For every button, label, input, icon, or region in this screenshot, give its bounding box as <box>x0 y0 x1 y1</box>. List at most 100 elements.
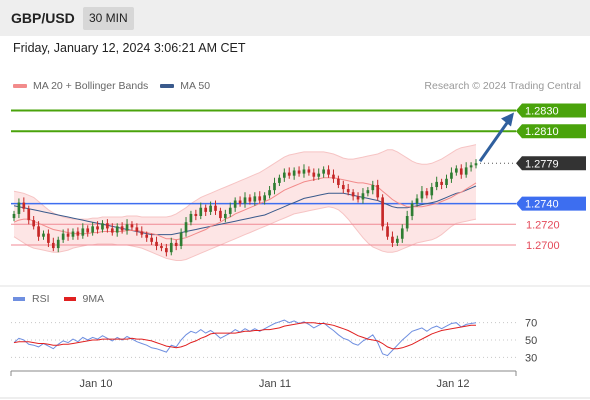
candle-body <box>263 195 266 201</box>
candle-body <box>376 184 380 198</box>
ma20-swatch <box>13 84 27 88</box>
last-price-label: 1.2779 <box>525 158 559 170</box>
candle-body <box>464 167 468 175</box>
price-legend: MA 20 + Bollinger Bands MA 50 <box>13 80 222 92</box>
candle-body <box>361 193 365 200</box>
resistance-price-label: 1.2830 <box>525 106 559 118</box>
candle-body <box>12 213 16 219</box>
candle-body <box>194 213 198 217</box>
candle-body <box>81 228 85 236</box>
candle-body <box>420 191 424 199</box>
candle-body <box>430 187 434 196</box>
candle-body <box>86 228 90 233</box>
candle-body <box>425 191 429 196</box>
interval-badge[interactable]: 30 MIN <box>83 7 134 30</box>
candle-body <box>366 190 370 194</box>
candle-body <box>248 197 252 202</box>
candle-body <box>130 224 134 228</box>
projection-arrow-shaft <box>478 120 510 163</box>
support-label: 1.2720 <box>526 219 560 231</box>
rsi-swatch <box>13 297 25 301</box>
pivot-price-tag <box>516 196 586 211</box>
candle-body <box>37 226 40 237</box>
candle-body <box>189 213 193 223</box>
candle-body <box>42 233 45 237</box>
candle-body <box>297 170 301 174</box>
projection-arrow-head <box>501 112 514 127</box>
candle-body <box>219 210 222 219</box>
candle-body <box>17 202 21 214</box>
candle-body <box>332 174 335 179</box>
candle-body <box>155 241 158 247</box>
candle-body <box>233 200 237 208</box>
candle-body <box>61 233 65 240</box>
candle-body <box>47 233 50 243</box>
candle-body <box>455 168 458 173</box>
candle-body <box>258 196 262 201</box>
candle-body <box>27 208 31 221</box>
candle-body <box>96 226 99 230</box>
candle-body <box>101 223 104 230</box>
candle-body <box>322 169 325 174</box>
candle-body <box>165 248 168 253</box>
candle-body <box>273 182 276 191</box>
candle-body <box>174 242 178 247</box>
candle-body <box>440 181 443 185</box>
legend-label-ma50: MA 50 <box>180 80 211 92</box>
ma50-line <box>13 185 477 236</box>
candle-body <box>307 169 311 173</box>
candle-body <box>268 190 271 196</box>
candle-body <box>204 207 208 212</box>
candle-body <box>346 189 350 193</box>
candle-body <box>238 200 242 204</box>
candle-body <box>450 172 453 179</box>
candle-body <box>459 168 463 175</box>
candle-body <box>341 184 345 190</box>
x-tick-label: Jan 11 <box>259 378 291 390</box>
header-bar: GBP/USD 30 MIN <box>0 0 590 36</box>
candle-body <box>243 197 247 204</box>
candle-body <box>278 177 281 183</box>
candle-body <box>160 246 163 249</box>
candle-body <box>312 172 316 177</box>
candle-body <box>150 237 153 242</box>
legend-label-rsi-ma: 9MA <box>82 293 105 305</box>
candle-body <box>474 163 478 166</box>
candle-body <box>32 220 35 227</box>
candle-body <box>115 226 119 233</box>
resistance-price-tag <box>516 124 586 139</box>
candle-body <box>356 196 360 200</box>
x-tick-label: Jan 10 <box>79 378 112 390</box>
candle-body <box>396 238 399 243</box>
candle-body <box>381 197 384 227</box>
x-tick-label: Jan 12 <box>436 378 469 390</box>
candle-body <box>125 224 129 231</box>
candle-body <box>292 170 296 176</box>
candle-body <box>66 233 70 237</box>
candle-body <box>199 207 203 217</box>
candle-body <box>228 207 232 214</box>
chart-datetime: Friday, January 12, 2024 3:06:21 AM CET <box>13 41 246 55</box>
rsi-tick-label: 50 <box>525 335 537 347</box>
candle-body <box>179 232 183 247</box>
candle-body <box>317 173 321 177</box>
symbol-title: GBP/USD <box>11 10 75 26</box>
ma20-line <box>13 177 477 241</box>
candle-body <box>253 196 257 202</box>
candle-body <box>209 205 212 212</box>
candle-body <box>371 184 375 191</box>
candle-body <box>91 226 94 233</box>
candle-body <box>71 231 75 237</box>
candle-body <box>106 223 109 229</box>
candle-body <box>140 231 144 235</box>
candle-body <box>110 228 114 233</box>
candle-body <box>76 231 80 236</box>
candle-body <box>435 181 439 188</box>
candle-body <box>469 165 473 168</box>
candle-body <box>135 227 139 232</box>
candle-body <box>405 216 409 229</box>
credit-text: Research © 2024 Trading Central <box>424 80 581 92</box>
legend-item-rsi-ma: 9MA <box>63 293 105 305</box>
legend-label-rsi: RSI <box>32 293 50 305</box>
